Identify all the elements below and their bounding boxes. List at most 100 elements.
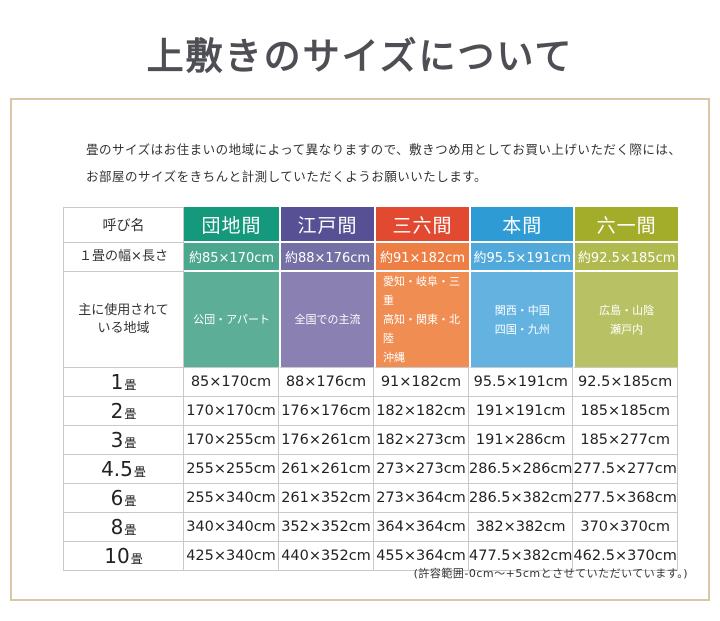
region-line: 愛知・岐阜・三重 (383, 275, 460, 307)
table-row-6jo: 6畳 255×340cm 261×352cm 273×364cm 286.5×3… (64, 484, 678, 513)
mat-unit: 畳 (124, 523, 137, 537)
one-mat-size-cell: 約95.5×191cm (469, 243, 574, 272)
table-cell: 176×261cm (279, 426, 374, 455)
table-cell: 286.5×286cm (469, 455, 574, 484)
table-cell: 191×286cm (469, 426, 574, 455)
one-mat-size-cell: 約92.5×185cm (573, 243, 678, 272)
mat-unit: 畳 (124, 494, 137, 508)
row-label: 2畳 (64, 397, 184, 426)
region-cell: 愛知・岐阜・三重 高知・関東・北陸 沖縄 (374, 272, 469, 368)
region-row-label-line1: 主に使用されて (78, 302, 169, 318)
table-cell: 370×370cm (573, 513, 678, 542)
page-title: 上敷きのサイズについて (146, 34, 574, 78)
table-cell: 455×364cm (374, 542, 469, 571)
region-line: 公団・アパート (193, 313, 270, 326)
intro-text: 畳のサイズはお住まいの地域によって異なりますので、敷きつめ用としてお買い上げいた… (86, 136, 681, 190)
table-row-8jo: 8畳 340×340cm 352×352cm 364×364cm 382×382… (64, 513, 678, 542)
table-cell: 440×352cm (279, 542, 374, 571)
table-cell: 273×364cm (374, 484, 469, 513)
table-cell: 91×182cm (374, 368, 469, 397)
tolerance-footnote: (許容範囲-0cm～+5cmとさせていただいています。) (413, 567, 688, 580)
row-label: 1畳 (64, 368, 184, 397)
mat-count: 2 (110, 399, 124, 423)
table-cell: 340×340cm (184, 513, 279, 542)
one-mat-size-cell: 約91×182cm (374, 243, 469, 272)
table-cell: 277.5×277cm (573, 455, 678, 484)
table-cell: 273×273cm (374, 455, 469, 484)
region-cell: 公団・アパート (184, 272, 279, 368)
table-row-4-5jo: 4.5畳 255×255cm 261×261cm 273×273cm 286.5… (64, 455, 678, 484)
table-cell: 477.5×382cm (469, 542, 574, 571)
table-cell: 277.5×368cm (573, 484, 678, 513)
region-line: 全国での主流 (294, 313, 361, 326)
corner-label: 呼び名 (64, 207, 184, 243)
mat-count: 10 (104, 544, 130, 568)
region-line: 広島・山陰 (599, 303, 655, 317)
table-cell: 255×255cm (184, 455, 279, 484)
mat-count: 1 (110, 370, 124, 394)
table-cell: 364×364cm (374, 513, 469, 542)
table-cell: 255×340cm (184, 484, 279, 513)
column-header-rokuichima: 六一間 (573, 207, 678, 243)
table-cell: 462.5×370cm (573, 542, 678, 571)
table-cell: 425×340cm (184, 542, 279, 571)
region-line: 瀬戸内 (610, 322, 644, 336)
table-cell: 88×176cm (279, 368, 374, 397)
region-line: 四国・九州 (494, 322, 550, 336)
table-cell: 185×185cm (573, 397, 678, 426)
mat-count: 4.5 (101, 457, 133, 481)
mat-unit: 畳 (124, 407, 137, 421)
table-cell: 85×170cm (184, 368, 279, 397)
content-frame: 畳のサイズはお住まいの地域によって異なりますので、敷きつめ用としてお買い上げいた… (10, 98, 710, 601)
intro-line-2: お部屋のサイズをきちんと計測していただくようお願いいたします。 (86, 169, 488, 184)
mat-count: 6 (110, 486, 124, 510)
table-cell: 176×176cm (279, 397, 374, 426)
one-mat-size-cell: 約88×176cm (279, 243, 374, 272)
table-cell: 286.5×382cm (469, 484, 574, 513)
region-line: 沖縄 (383, 351, 405, 364)
region-cell: 関西・中国 四国・九州 (469, 272, 574, 368)
mat-unit: 畳 (124, 436, 137, 450)
table-cell: 352×352cm (279, 513, 374, 542)
column-header-edoma: 江戸間 (279, 207, 374, 243)
one-mat-size-row: １畳の幅×長さ 約85×170cm 約88×176cm 約91×182cm 約9… (64, 243, 678, 272)
table-header-row: 呼び名 団地間 江戸間 三六間 本間 六一間 (64, 207, 678, 243)
table-cell: 170×170cm (184, 397, 279, 426)
size-row-label: １畳の幅×長さ (64, 243, 184, 272)
row-label: 3畳 (64, 426, 184, 455)
table-row-1jo: 1畳 85×170cm 88×176cm 91×182cm 95.5×191cm… (64, 368, 678, 397)
table-cell: 182×182cm (374, 397, 469, 426)
table-cell: 92.5×185cm (573, 368, 678, 397)
row-label: 8畳 (64, 513, 184, 542)
column-header-danchima: 団地間 (184, 207, 279, 243)
mat-count: 8 (110, 515, 124, 539)
intro-line-1: 畳のサイズはお住まいの地域によって異なりますので、敷きつめ用としてお買い上げいた… (86, 142, 682, 157)
row-label: 10畳 (64, 542, 184, 571)
table-row-2jo: 2畳 170×170cm 176×176cm 182×182cm 191×191… (64, 397, 678, 426)
mat-unit: 畳 (130, 552, 143, 566)
table-cell: 182×273cm (374, 426, 469, 455)
region-row: 主に使用されて いる地域 公団・アパート 全国での主流 愛知・岐阜・三重 高知・… (64, 272, 678, 368)
region-line: 高知・関東・北陸 (383, 313, 460, 345)
region-cell: 広島・山陰 瀬戸内 (573, 272, 678, 368)
region-line: 関西・中国 (494, 303, 550, 317)
region-row-label-line2: いる地域 (97, 320, 150, 336)
table-row-10jo: 10畳 425×340cm 440×352cm 455×364cm 477.5×… (64, 542, 678, 571)
table-row-3jo: 3畳 170×255cm 176×261cm 182×273cm 191×286… (64, 426, 678, 455)
mat-unit: 畳 (133, 465, 146, 479)
one-mat-size-cell: 約85×170cm (184, 243, 279, 272)
region-cell: 全国での主流 (279, 272, 374, 368)
column-header-sabuma: 三六間 (374, 207, 469, 243)
table-cell: 261×261cm (279, 455, 374, 484)
mat-unit: 畳 (124, 378, 137, 392)
column-header-honma: 本間 (469, 207, 574, 243)
table-cell: 185×277cm (573, 426, 678, 455)
row-label: 6畳 (64, 484, 184, 513)
table-cell: 261×352cm (279, 484, 374, 513)
size-table: 呼び名 団地間 江戸間 三六間 本間 六一間 １畳の幅×長さ 約85×170cm… (63, 207, 678, 571)
table-cell: 170×255cm (184, 426, 279, 455)
table-cell: 382×382cm (469, 513, 574, 542)
table-cell: 191×191cm (469, 397, 574, 426)
table-cell: 95.5×191cm (469, 368, 574, 397)
row-label: 4.5畳 (64, 455, 184, 484)
